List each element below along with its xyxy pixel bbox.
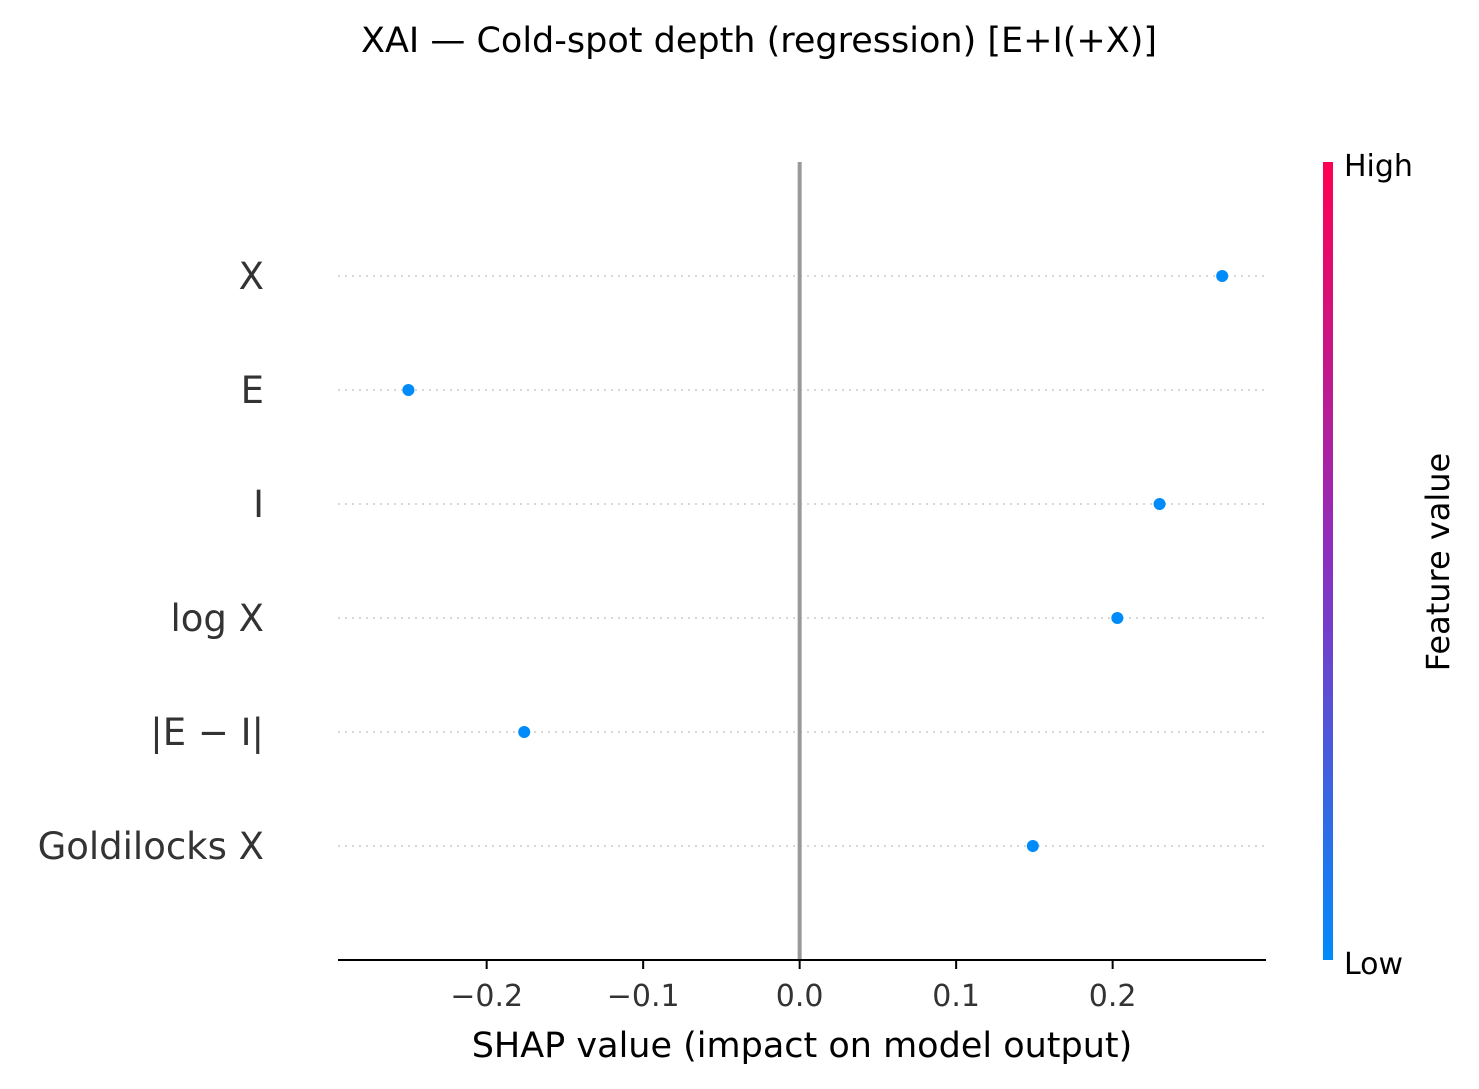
- colorbar-title: Feature value: [1419, 453, 1457, 672]
- x-tick-label: 0.2: [1089, 979, 1137, 1014]
- data-point: [402, 384, 415, 396]
- x-axis-ticks: −0.2 −0.1 0.0 0.1 0.2: [450, 960, 1136, 1014]
- feature-label: X: [239, 255, 264, 298]
- data-point: [1216, 270, 1229, 282]
- feature-label: |E − I|: [150, 711, 264, 754]
- point-layer: [402, 270, 1229, 852]
- x-axis-label: SHAP value (impact on model output): [472, 1026, 1133, 1066]
- data-point: [518, 726, 531, 738]
- grid-layer: [338, 275, 1266, 847]
- x-tick-label: 0.0: [776, 979, 824, 1014]
- colorbar-low-label: Low: [1344, 947, 1403, 982]
- feature-label: Goldilocks X: [38, 825, 264, 868]
- feature-label: I: [253, 483, 264, 526]
- feature-label: E: [241, 369, 264, 412]
- colorbar: [1323, 162, 1333, 960]
- data-point: [1153, 498, 1166, 510]
- colorbar-high-label: High: [1344, 149, 1413, 184]
- feature-label: log X: [170, 597, 264, 640]
- x-tick-label: 0.1: [932, 979, 980, 1014]
- x-tick-label: −0.1: [607, 979, 680, 1014]
- chart-title: XAI — Cold-spot depth (regression) [E+I(…: [361, 21, 1157, 61]
- data-point: [1111, 612, 1124, 624]
- data-point: [1026, 840, 1039, 852]
- x-tick-label: −0.2: [450, 979, 523, 1014]
